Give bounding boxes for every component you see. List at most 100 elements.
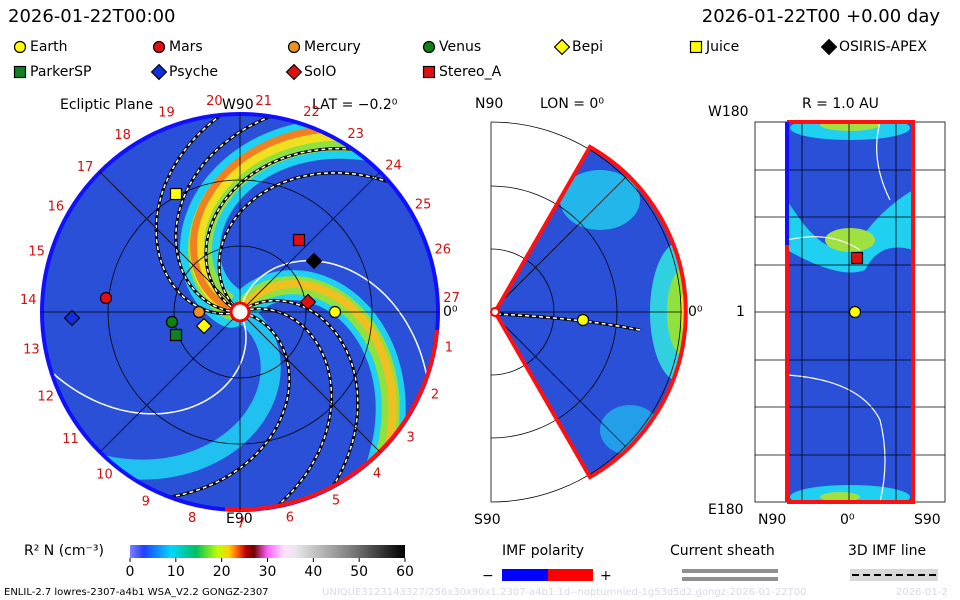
colorbar-tick-label: 60 [396,564,414,580]
longitude-label: 7 [237,516,245,531]
sun [229,301,251,323]
top-label: W90 [222,97,254,113]
longitude-label: 1 [445,340,453,355]
legend-label: OSIRIS-APEX [839,39,927,55]
longitude-label: 9 [142,494,150,509]
legend-marker [152,40,166,54]
legend-marker [13,40,27,54]
polarity-negative [502,569,548,581]
longitude-label: 16 [48,199,65,214]
legend-label: Psyche [169,64,218,80]
legend-label: SolO [304,64,336,80]
legend-marker [13,65,27,79]
panel-title: Ecliptic Plane [60,97,153,113]
spacecraft-marker [63,309,81,327]
spacecraft-marker [99,291,113,305]
longitude-label: 8 [188,511,196,526]
footer-date: 2026-01-2 [896,587,948,598]
longitude-label: 27 [443,291,460,306]
longitude-label: 21 [255,94,272,109]
imf-plus: + [600,568,612,584]
footer-run: UNIQUE3123143327/256x30x90x1.2307-a4b1.1… [322,587,806,598]
spacecraft-marker [192,305,206,319]
polarity-positive [548,569,593,581]
colorbar-tick-label: 0 [126,564,135,580]
colorbar-tick-label: 20 [213,564,231,580]
meridional-panel: N90 LON = 0⁰ S90 0⁰ [474,96,703,528]
longitude-label: 11 [62,432,79,447]
colorbar-tick-label: 40 [304,564,322,580]
bottom-label: E90 [226,511,253,527]
longitude-label: 10 [96,468,113,483]
longitude-label: 25 [415,198,432,213]
legend-label: ParkerSP [30,64,91,80]
legend-label: Stereo_A [439,64,502,80]
bottom-label: S90 [474,512,501,528]
spacecraft-marker [328,305,342,319]
longitude-label: 19 [158,106,175,121]
legend-marker [285,63,303,81]
field-line [175,114,360,312]
spacecraft-marker [165,315,179,329]
spacecraft-marker [850,251,864,265]
longitude-label: 26 [435,243,452,258]
longitude-label: 23 [347,127,364,142]
imf-minus: − [482,568,494,584]
field-line [155,114,305,315]
spacecraft-marker [848,305,862,319]
x-label: N90 [758,512,786,528]
legend-marker [422,65,436,79]
colorbar-tick-label: 50 [350,564,368,580]
longitude-label: 2 [431,388,439,403]
current-sheath-title: Current sheath [670,543,775,559]
spacecraft-marker [576,313,590,327]
spacecraft-marker [292,233,306,247]
mid-label: 1 [736,304,745,320]
longitude-label: 6 [286,511,294,526]
longitude-label: 13 [23,342,40,357]
right-label: 0⁰ [443,304,458,320]
panel-title: R = 1.0 AU [802,96,879,112]
lat-label: LAT = −0.2⁰ [312,97,398,113]
legend-label: Earth [30,39,68,55]
longitude-label: 18 [114,128,131,143]
legend-marker [422,40,436,54]
top-left-label: W180 [708,104,749,120]
lon-label: LON = 0⁰ [540,96,604,112]
legend-marker [553,38,571,56]
bottom-left-label: E180 [708,502,744,518]
radius-panel: W180 R = 1.0 AU E180 1 N90 0⁰ S90 [708,96,946,528]
longitude-label: 17 [77,160,94,175]
footer-model: ENLIL-2.7 lowres-2307-a4b1 WSA_V2.2 GONG… [4,587,269,598]
legend-label: Bepi [572,39,603,55]
legend-label: Juice [705,39,739,55]
longitude-label: 24 [385,158,402,173]
longitude-label: 22 [303,105,320,120]
legend-label: Mars [169,39,203,55]
spacecraft-marker [305,252,323,270]
top-label: N90 [475,96,503,112]
spacecraft-marker [195,317,213,335]
x-label: S90 [914,512,941,528]
sheath-line [682,577,778,581]
colorbar-label: R² N (cm⁻³) [24,543,104,559]
sheath-line [682,569,778,573]
spacecraft-marker [299,293,317,311]
longitude-label: 15 [28,245,45,260]
longitude-label: 20 [206,94,223,109]
legend-marker [150,63,168,81]
longitude-label: 5 [332,494,340,509]
legend-marker [689,40,703,54]
field-line [196,308,333,510]
longitude-label: 3 [406,430,414,445]
colorbar-tick-label: 10 [167,564,185,580]
spacecraft-marker [169,328,183,342]
right-label: 0⁰ [688,304,703,320]
legend-marker [287,40,301,54]
longitude-label: 14 [20,293,37,308]
colorbar [130,545,405,558]
longitude-label: 12 [37,389,54,404]
colorbar-tick-label: 30 [259,564,277,580]
longitude-label: 4 [373,466,381,481]
